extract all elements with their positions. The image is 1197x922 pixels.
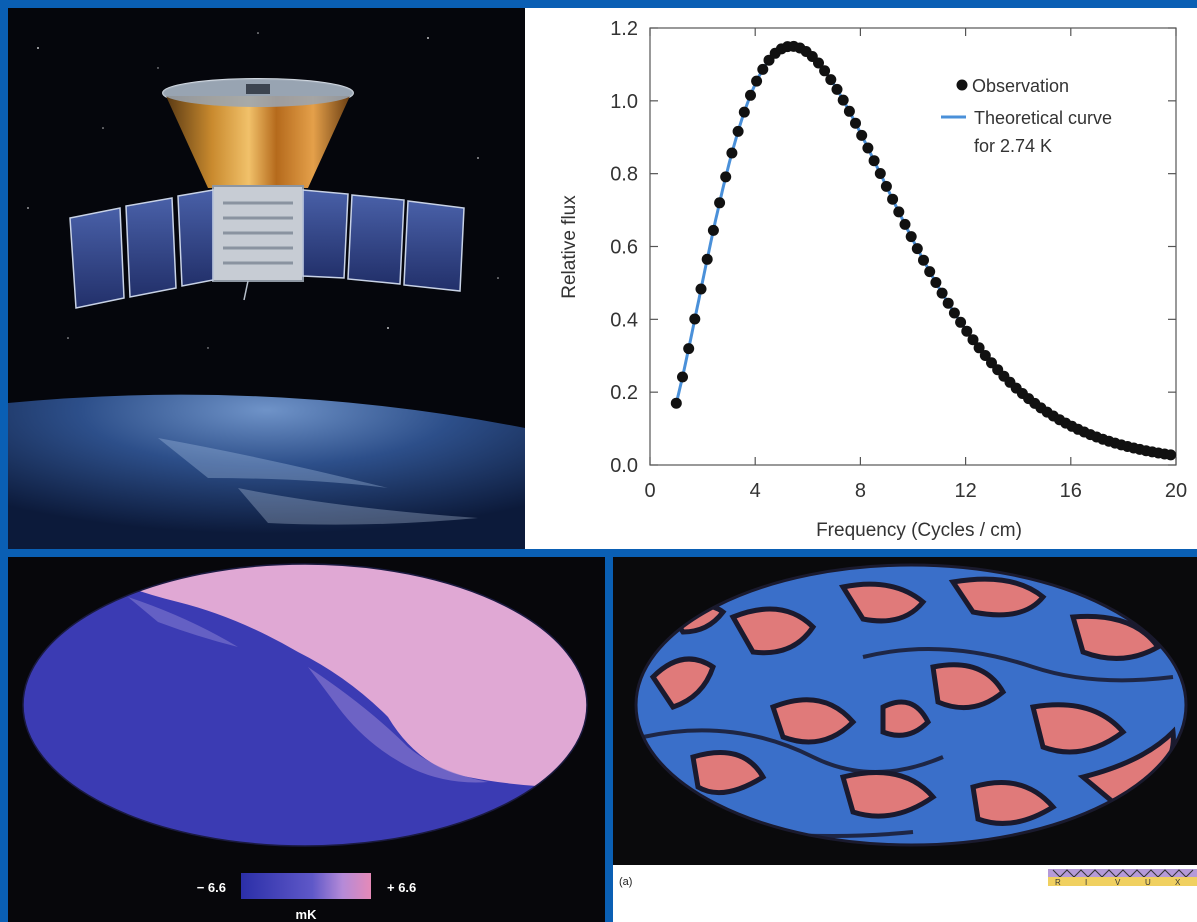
- spectrum-chart-panel: 0 4 8 12 16 20 0.0 0.2 0.4 0.6 0.8 1.0 1.2 Frequency…: [525, 8, 1197, 549]
- y-tick-label: 0.6: [610, 237, 638, 259]
- anisotropy-map: (a) R I V U X: [613, 563, 1197, 922]
- colorbar: [241, 873, 371, 899]
- x-tick-label: 16: [1060, 480, 1082, 502]
- observation-point: [837, 94, 849, 106]
- observation-point: [825, 74, 837, 86]
- x-tick-label: 12: [954, 480, 976, 502]
- observation-point: [670, 397, 682, 409]
- observation-point: [831, 83, 843, 95]
- anisotropy-map-panel: (a) R I V U X: [613, 557, 1197, 922]
- observation-point: [880, 180, 892, 192]
- y-tick-label: 1.0: [610, 91, 638, 113]
- observation-point: [850, 117, 861, 129]
- legend-theory-label-2: for 2.74 K: [974, 136, 1052, 156]
- y-tick-label: 0.2: [610, 382, 638, 404]
- observation-point: [924, 266, 936, 278]
- legend-observation-label: Observation: [972, 76, 1069, 96]
- observation-point: [961, 325, 973, 337]
- observation-point: [751, 75, 763, 87]
- observation-point: [936, 287, 948, 299]
- legend: Observation Theoretical curve for 2.74 K: [941, 76, 1112, 156]
- earth-limb: [8, 394, 525, 549]
- observation-point: [813, 57, 824, 69]
- dipole-map-panel: − 6.6 + 6.6 mK: [8, 557, 605, 922]
- observation-point: [973, 342, 985, 354]
- y-axis-label: Relative flux: [559, 195, 580, 299]
- observation-point: [899, 218, 911, 230]
- observation-points: [670, 40, 1177, 461]
- x-tick-label: 4: [750, 480, 761, 502]
- axes: 0 4 8 12 16 20 0.0 0.2 0.4 0.6 0.8 1.0 1.2: [610, 18, 1187, 502]
- x-axis-label: Frequency (Cycles / cm): [816, 520, 1022, 541]
- observation-point: [868, 155, 880, 167]
- dipole-sky-ellipse: [23, 564, 587, 846]
- y-tick-label: 0.0: [610, 455, 638, 477]
- scale-letter: U: [1145, 878, 1151, 887]
- observation-point: [701, 253, 713, 265]
- y-tick-label: 0.4: [610, 309, 638, 331]
- solar-panels-right: [302, 189, 465, 292]
- stars: [27, 32, 499, 349]
- y-tick-label: 1.2: [610, 18, 638, 40]
- observation-point: [887, 193, 899, 205]
- observation-point: [707, 224, 719, 236]
- observation-point: [683, 343, 695, 355]
- colorbar-min-label: − 6.6: [197, 880, 226, 895]
- observation-point: [967, 334, 979, 346]
- observation-point: [689, 313, 701, 325]
- observation-point: [738, 106, 750, 118]
- colorbar-max-label: + 6.6: [387, 880, 416, 895]
- scale-letter: V: [1115, 878, 1121, 887]
- sunshield-cone: [166, 96, 350, 188]
- x-tick-label: 20: [1165, 480, 1187, 502]
- observation-point: [757, 63, 769, 75]
- observation-point: [677, 371, 688, 383]
- scale-letter: X: [1175, 878, 1181, 887]
- observation-point: [874, 168, 886, 179]
- observation-point: [862, 142, 874, 154]
- observation-point: [948, 307, 960, 319]
- colorbar-unit: mK: [296, 907, 318, 922]
- anisotropy-sky-ellipse: [636, 565, 1186, 845]
- scale-letter: R: [1055, 878, 1061, 887]
- observation-point: [714, 197, 726, 209]
- y-tick-label: 0.8: [610, 164, 638, 186]
- observation-point: [918, 254, 929, 266]
- observation-point: [1165, 449, 1177, 461]
- satellite-illustration: [8, 8, 525, 549]
- legend-theory-label-1: Theoretical curve: [974, 108, 1112, 128]
- spectrum-chart: 0 4 8 12 16 20 0.0 0.2 0.4 0.6 0.8 1.0 1.2 Frequency…: [559, 18, 1187, 541]
- cobe-satellite-image: [8, 8, 525, 549]
- observation-point: [819, 65, 831, 77]
- observation-point: [695, 283, 707, 295]
- observation-point: [905, 231, 917, 243]
- dipole-map: − 6.6 + 6.6 mK: [22, 563, 588, 922]
- observation-point: [720, 171, 732, 183]
- observation-point: [893, 206, 905, 218]
- observation-point: [843, 105, 855, 117]
- observation-point: [942, 297, 954, 309]
- observation-point: [955, 316, 967, 328]
- observation-point: [726, 147, 738, 159]
- x-tick-label: 8: [855, 480, 866, 502]
- observation-point: [856, 129, 868, 141]
- x-tick-label: 0: [644, 480, 655, 502]
- observation-point: [745, 89, 756, 101]
- observation-point: [930, 277, 942, 288]
- observation-point: [979, 350, 991, 361]
- observation-point: [732, 125, 744, 137]
- scale-letter: I: [1085, 878, 1087, 887]
- legend-observation-marker: [956, 79, 968, 91]
- solar-panels-left: [69, 189, 214, 309]
- observation-point: [911, 243, 923, 255]
- map-caption: (a): [619, 876, 632, 888]
